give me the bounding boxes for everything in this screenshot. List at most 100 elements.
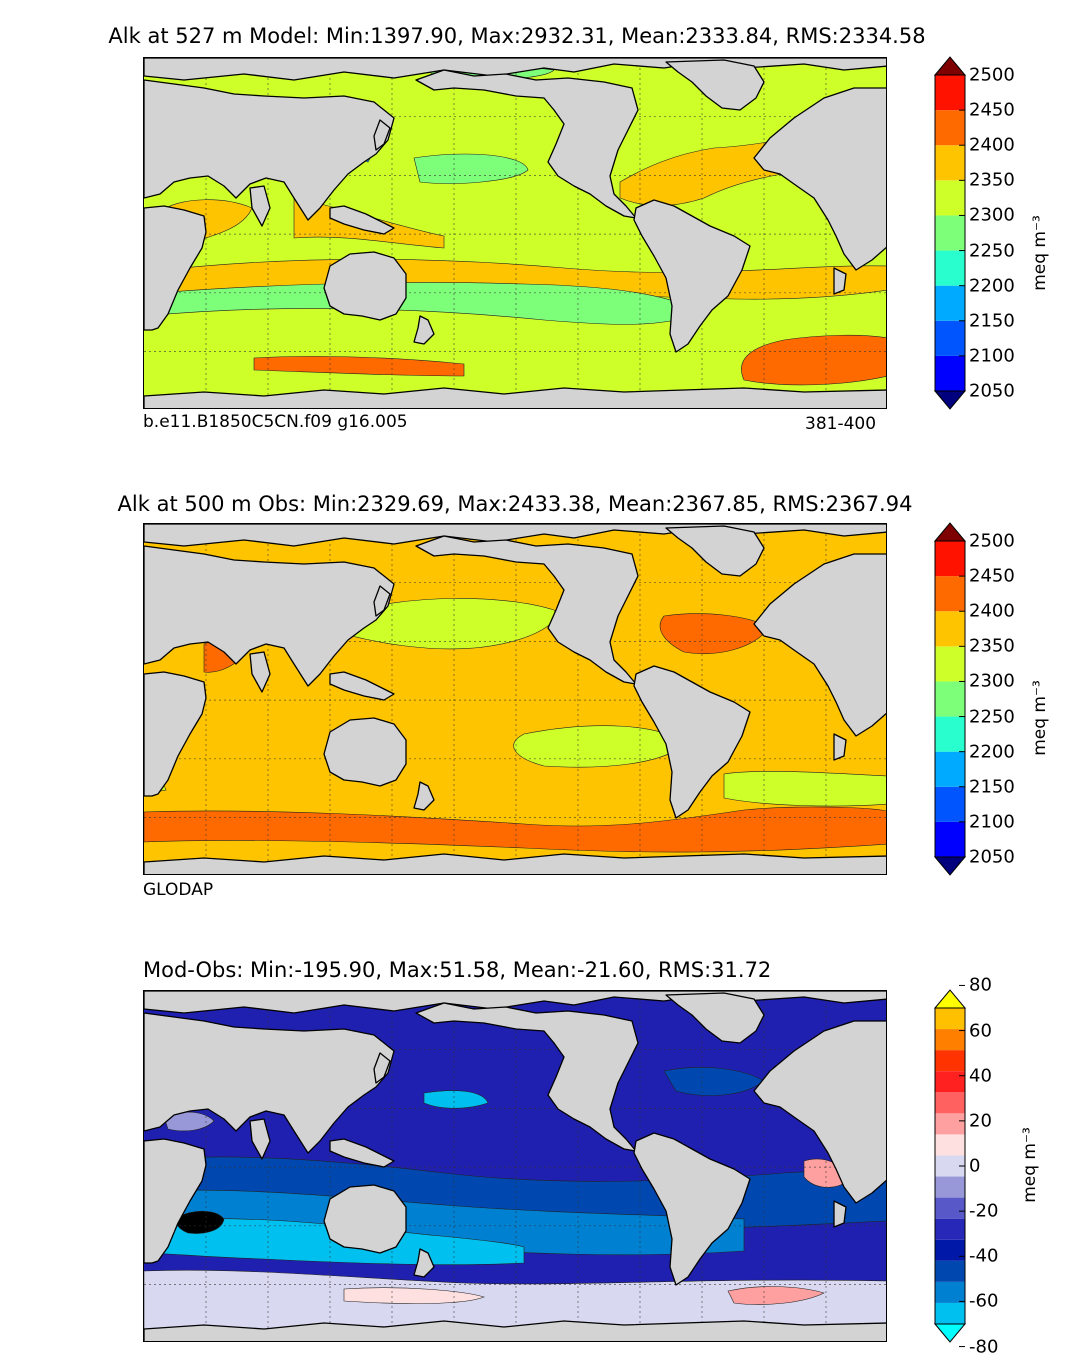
colorbar-segment (935, 1260, 965, 1282)
colorbar-segment (935, 1134, 965, 1156)
colorbar-tick-label: 2350 (969, 169, 1015, 191)
colorbar-tick-label: 20 (969, 1110, 992, 1132)
land-shape (415, 535, 639, 685)
colorbar-tick-label: -60 (969, 1290, 999, 1312)
land-shape (144, 1320, 886, 1341)
colorbar-segment (935, 541, 965, 577)
colorbar-segment (935, 716, 965, 752)
colorbar-segment (935, 821, 965, 857)
colorbar-frame (934, 540, 966, 858)
colorbar-segment (935, 285, 965, 321)
colorbar-tick-label: 2250 (969, 240, 1015, 262)
colorbar-tick-label: 2200 (969, 741, 1015, 763)
land-masses (144, 58, 886, 408)
land-shape (144, 1012, 395, 1154)
colorbar-tick-label: 2300 (969, 204, 1015, 226)
panel3-map (143, 990, 887, 1342)
colorbar-segment (935, 1281, 965, 1303)
land-shape (665, 59, 765, 111)
land-shape (415, 1002, 639, 1152)
land-shape (633, 665, 751, 819)
panel2-map (143, 523, 887, 875)
panel2-colorbar-label: meq m⁻³ (1029, 680, 1050, 756)
southern-ocean-red (144, 806, 886, 853)
colorbar-segment (935, 320, 965, 356)
colorbar-tick-label: 2050 (969, 846, 1015, 868)
colorbar-segment (935, 180, 965, 216)
panel3-title: Mod-Obs: Min:-195.90, Max:51.58, Mean:-2… (143, 958, 772, 982)
colorbar-tick-label: 2400 (969, 134, 1015, 156)
land-shape (753, 553, 886, 737)
land-shape (833, 1200, 847, 1228)
colorbar-top-arrow (933, 522, 967, 542)
land-shape (373, 119, 391, 151)
colorbar-tick-label: 2050 (969, 380, 1015, 402)
land-shape (665, 525, 765, 577)
panel3-colorbar-label: meq m⁻³ (1019, 1127, 1040, 1203)
panel2-colorbar (933, 522, 967, 876)
land-shape (144, 387, 886, 408)
colorbar-tick-label: 2450 (969, 565, 1015, 587)
land-shape (144, 991, 886, 1014)
colorbar-tick-label: 2250 (969, 706, 1015, 728)
panel3-colorbar (933, 984, 967, 1348)
land-shape (329, 671, 395, 701)
colorbar-segment (935, 751, 965, 787)
land-shape (249, 651, 271, 693)
colorbar-segment (935, 1113, 965, 1135)
colorbar-tick-label: 2150 (969, 310, 1015, 332)
southern-ocean-red (253, 356, 465, 377)
land-shape (833, 733, 847, 761)
colorbar-segment (935, 1029, 965, 1051)
colorbar-bottom-arrow (933, 1323, 967, 1343)
colorbar-tick-label: 2400 (969, 600, 1015, 622)
land-shape (373, 585, 391, 617)
land-masses (144, 991, 886, 1341)
colorbar-tick-label: -80 (969, 1336, 999, 1358)
colorbar-tick-label: 2500 (969, 64, 1015, 86)
land-shape (633, 1132, 751, 1286)
land-shape (144, 853, 886, 874)
land-shape (413, 1248, 435, 1278)
south-atlantic-green (723, 771, 886, 807)
land-masses (144, 524, 886, 874)
colorbar-frame (934, 74, 966, 392)
colorbar-tick-label: 2350 (969, 635, 1015, 657)
colorbar-bottom-arrow (933, 390, 967, 410)
land-shape (633, 199, 751, 353)
colorbar-segment (935, 576, 965, 612)
land-shape (144, 671, 207, 797)
colorbar-segment (935, 215, 965, 251)
land-shape (323, 1184, 407, 1254)
colorbar-tick-label: 2100 (969, 811, 1015, 833)
panel1-colorbar (933, 56, 967, 410)
land-shape (144, 545, 395, 687)
land-shape (144, 1138, 207, 1264)
colorbar-segment (935, 75, 965, 111)
colorbar-segment (935, 681, 965, 717)
land-shape (833, 267, 847, 295)
colorbar-segment (935, 355, 965, 391)
colorbar-tick-label: 80 (969, 974, 992, 996)
panel2-source-label: GLODAP (143, 880, 214, 900)
land-shape (753, 87, 886, 271)
colorbar-segment (935, 1155, 965, 1177)
colorbar-tick-label: 0 (969, 1155, 981, 1177)
land-shape (413, 315, 435, 345)
land-shape (144, 524, 886, 547)
colorbar-segment (935, 1218, 965, 1240)
colorbar-segment (935, 646, 965, 682)
land-shape (665, 992, 765, 1044)
colorbar-tick-label: 2500 (969, 530, 1015, 552)
land-shape (144, 58, 886, 81)
colorbar-segment (935, 1050, 965, 1072)
north-pacific-green (413, 153, 529, 184)
north-atlantic-red (659, 613, 769, 655)
colorbar-segment (935, 1008, 965, 1030)
colorbar-segment (935, 1197, 965, 1219)
colorbar-top-arrow (933, 989, 967, 1009)
panel1-colorbar-label: meq m⁻³ (1029, 215, 1050, 291)
colorbar-segment (935, 250, 965, 286)
minimum-black-blob (176, 1210, 225, 1234)
colorbar-segment (935, 1302, 965, 1324)
